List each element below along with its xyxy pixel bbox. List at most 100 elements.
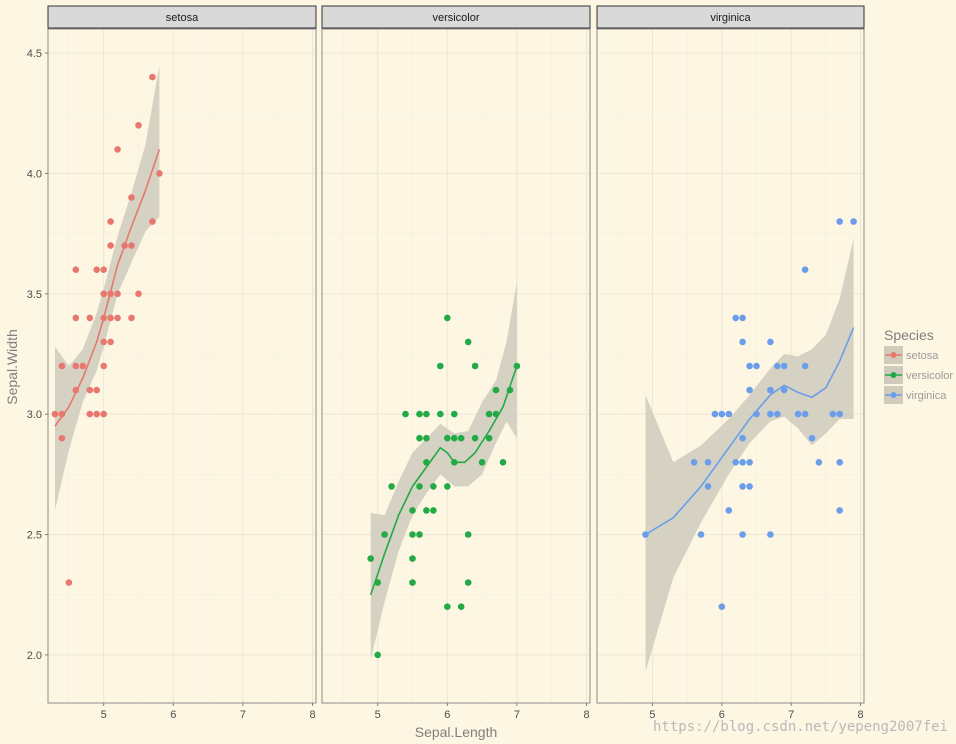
x-tick-label: 5 bbox=[375, 709, 381, 721]
panel-border bbox=[596, 28, 865, 704]
data-point bbox=[409, 531, 416, 538]
facet-label: setosa bbox=[166, 12, 199, 24]
confidence-band-versicolor bbox=[370, 281, 517, 660]
x-tick-label: 6 bbox=[444, 709, 450, 721]
data-point bbox=[93, 386, 100, 394]
data-point bbox=[51, 410, 59, 418]
facet-label: virginica bbox=[710, 12, 751, 24]
data-point bbox=[457, 434, 465, 442]
points-versicolor bbox=[367, 314, 521, 659]
data-point bbox=[457, 603, 465, 610]
y-tick-label: 3.5 bbox=[27, 289, 42, 301]
grid bbox=[48, 29, 316, 703]
y-tick-label: 2.5 bbox=[27, 530, 42, 542]
legend-label: setosa bbox=[906, 350, 939, 362]
data-point bbox=[100, 290, 107, 298]
data-point bbox=[416, 410, 423, 418]
data-point bbox=[801, 266, 809, 274]
data-point bbox=[739, 531, 746, 538]
data-point bbox=[485, 434, 493, 442]
data-point bbox=[409, 507, 416, 514]
data-point bbox=[107, 218, 114, 225]
data-point bbox=[774, 410, 781, 418]
facet-panels: setosa 5 6 7 8 versicolor 5 6 7 8 virginica 5 6 7 8 bbox=[47, 5, 865, 721]
grid bbox=[322, 29, 590, 703]
y-axis-title: Sepal.Width bbox=[4, 329, 20, 404]
data-point bbox=[718, 603, 726, 610]
y-axis: 2.0 2.5 3.0 3.5 4.0 4.5 bbox=[27, 48, 48, 662]
y-tick-label: 2.0 bbox=[27, 650, 42, 662]
data-point bbox=[485, 410, 493, 418]
data-point bbox=[100, 362, 107, 370]
data-point bbox=[850, 218, 857, 225]
data-point bbox=[732, 314, 739, 322]
data-point bbox=[739, 338, 746, 346]
data-point bbox=[739, 314, 746, 322]
data-point bbox=[430, 507, 437, 514]
data-point bbox=[409, 579, 416, 586]
data-point bbox=[464, 531, 472, 538]
data-point bbox=[829, 410, 837, 418]
x-tick-label: 6 bbox=[719, 709, 725, 721]
x-tick-label: 8 bbox=[857, 709, 863, 721]
data-point bbox=[135, 290, 142, 298]
legend-key-virginica bbox=[884, 386, 903, 404]
data-point bbox=[100, 338, 107, 346]
data-point bbox=[58, 434, 66, 442]
data-point bbox=[746, 459, 753, 466]
data-point bbox=[128, 194, 135, 201]
data-point bbox=[156, 170, 163, 177]
data-point bbox=[149, 73, 156, 81]
data-point bbox=[437, 410, 444, 418]
data-point bbox=[444, 314, 451, 322]
data-point bbox=[704, 483, 712, 490]
data-point bbox=[732, 459, 739, 466]
data-point bbox=[114, 146, 121, 153]
data-point bbox=[471, 434, 479, 442]
data-point bbox=[801, 362, 809, 370]
smooth-line-setosa bbox=[54, 149, 161, 427]
data-point bbox=[149, 218, 156, 225]
watermark: https://blog.csdn.net/yepeng2007fei bbox=[653, 719, 948, 735]
facet-strip bbox=[321, 5, 591, 29]
data-point bbox=[690, 459, 698, 466]
points-virginica bbox=[642, 218, 857, 610]
x-tick-label: 5 bbox=[101, 709, 107, 721]
smooth-line-virginica bbox=[645, 327, 855, 536]
data-point bbox=[416, 483, 423, 490]
legend-label: versicolor bbox=[906, 370, 953, 382]
legend: Species setosa versicolor virginica bbox=[884, 327, 953, 404]
data-point bbox=[767, 386, 774, 394]
data-point bbox=[492, 386, 500, 394]
data-point bbox=[836, 507, 843, 514]
data-point bbox=[478, 459, 486, 466]
data-point bbox=[808, 434, 816, 442]
legend-key-point bbox=[890, 392, 897, 398]
x-tick-label: 7 bbox=[240, 709, 246, 721]
data-point bbox=[711, 410, 719, 418]
x-tick-label: 6 bbox=[170, 709, 176, 721]
data-point bbox=[367, 555, 375, 562]
data-point bbox=[93, 410, 100, 418]
data-point bbox=[444, 434, 451, 442]
data-point bbox=[499, 459, 507, 466]
data-point bbox=[423, 410, 430, 418]
data-point bbox=[423, 507, 430, 514]
data-point bbox=[794, 410, 802, 418]
data-point bbox=[65, 579, 73, 586]
data-point bbox=[801, 410, 809, 418]
facet-strip bbox=[47, 5, 317, 29]
data-point bbox=[739, 459, 746, 466]
data-point bbox=[114, 290, 121, 298]
data-point bbox=[725, 410, 733, 418]
data-point bbox=[128, 242, 135, 249]
data-point bbox=[471, 362, 479, 370]
data-point bbox=[767, 531, 774, 538]
legend-key-point bbox=[890, 352, 897, 358]
confidence-band-setosa bbox=[55, 65, 160, 511]
data-point bbox=[416, 531, 423, 538]
legend-label: virginica bbox=[906, 390, 947, 402]
data-point bbox=[464, 338, 472, 346]
y-tick-label: 4.0 bbox=[27, 168, 42, 180]
